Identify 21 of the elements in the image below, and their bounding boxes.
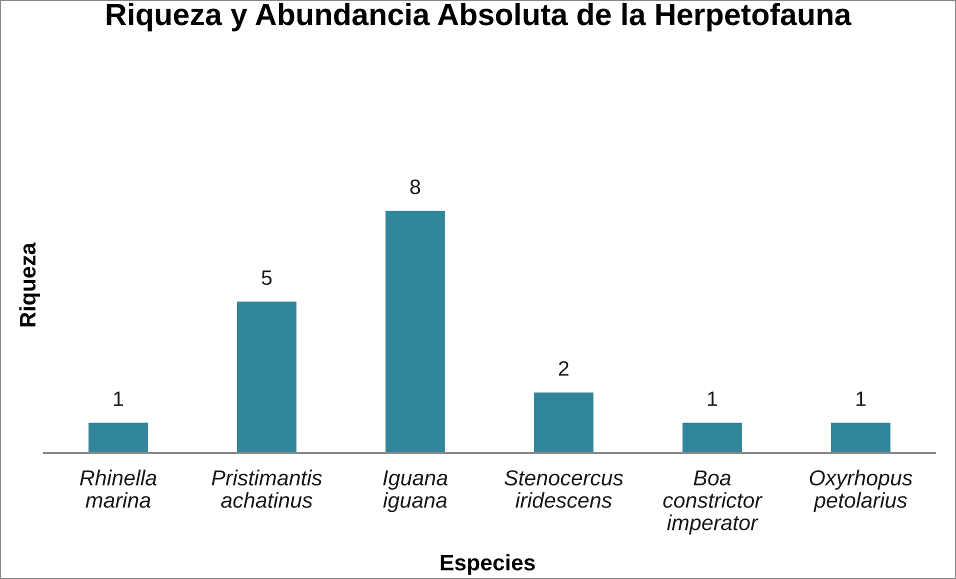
bar	[534, 392, 594, 454]
x-tick-label: Rhinella marina	[80, 470, 156, 508]
data-label: 1	[708, 392, 717, 406]
chart-title: Riqueza y Abundancia Absoluta de la Herpetofauna	[106, 2, 852, 32]
data-label: 5	[262, 270, 272, 286]
data-label: 1	[114, 392, 123, 406]
bar	[682, 422, 742, 454]
x-tick-label: Boa constrictor imperator	[663, 470, 763, 535]
data-label: 2	[558, 361, 568, 376]
x-tick-label: Stenocercus iridescens	[504, 470, 624, 508]
x-tick-label: Iguana iguana	[383, 470, 448, 512]
data-label: 1	[856, 392, 866, 406]
x-axis-title: Especies	[440, 554, 535, 575]
bar	[237, 302, 296, 454]
bar	[386, 210, 445, 454]
x-tick-label: Oxyrhopus petolarius	[810, 470, 912, 512]
data-label: 8	[410, 180, 420, 194]
y-axis-title: Riqueza	[19, 242, 40, 326]
bar	[831, 422, 890, 454]
bar	[88, 422, 148, 454]
x-tick-label: Pristimantis achatinus	[212, 470, 322, 508]
